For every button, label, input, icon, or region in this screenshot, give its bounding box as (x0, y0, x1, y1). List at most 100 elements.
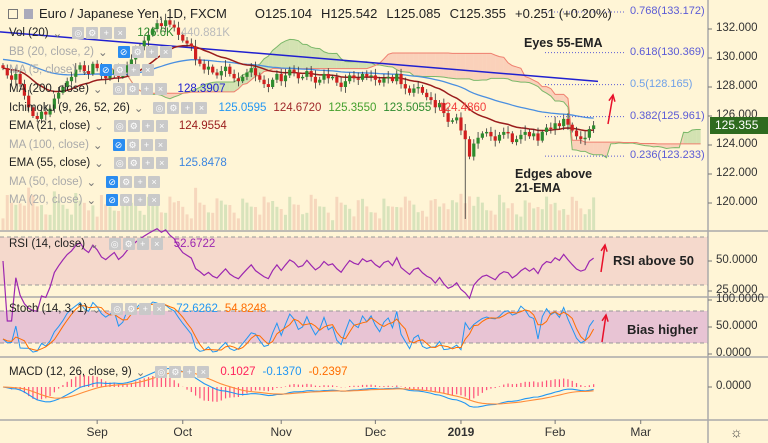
remove-icon[interactable]: × (155, 157, 168, 169)
chevron-down-icon[interactable]: ⌄ (91, 304, 102, 316)
settings-icon[interactable]: ⚙ (127, 120, 140, 132)
legend-row[interactable]: MA (5, close) ⌄ ⊘ ⚙ + × (9, 62, 158, 78)
legend-row[interactable]: Vol (20) ⌄ ◎ ⚙ + × 126.6K 440.881K (9, 25, 230, 41)
more-icon[interactable]: + (145, 46, 158, 58)
remove-icon[interactable]: × (148, 176, 161, 188)
legend-row[interactable]: Ichimoku (9, 26, 52, 26) ⌄ ◎ ⚙ + × 125.0595 124… (9, 100, 486, 116)
settings-icon[interactable]: ⚙ (126, 83, 139, 95)
remove-icon[interactable]: × (154, 139, 167, 151)
macd-legend[interactable]: MACD (12, 26, close, 9) ⌄ ◎ ⚙ + × 0.1027 -0.137… (9, 364, 348, 380)
indicator-name[interactable]: Stoch (14, 3, 1) (9, 303, 88, 315)
indicator-name[interactable]: EMA (55, close) (9, 157, 91, 169)
visibility-icon[interactable]: ⊘ (106, 194, 119, 206)
chevron-down-icon[interactable]: ⌄ (80, 65, 90, 77)
chevron-down-icon[interactable]: ⌄ (94, 121, 104, 133)
chevron-down-icon[interactable]: ⌄ (89, 239, 99, 251)
legend-row[interactable]: MA (20, close) ⌄ ⊘ ⚙ + × (9, 192, 164, 208)
more-icon[interactable]: + (134, 194, 147, 206)
legend-row[interactable]: BB (20, close, 2) ⌄ ⊘ ⚙ + × (9, 44, 176, 60)
visibility-icon[interactable]: ⊘ (117, 46, 130, 58)
chevron-down-icon[interactable]: ⌄ (94, 158, 104, 170)
chevron-down-icon[interactable]: ⌄ (86, 177, 97, 189)
settings-icon[interactable]: ⚙ (169, 366, 182, 378)
chevron-down-icon[interactable]: ⌄ (92, 84, 103, 96)
indicator-name[interactable]: BB (20, close, 2) (9, 46, 95, 58)
more-icon[interactable]: + (134, 176, 147, 188)
collapse-icon[interactable] (8, 8, 18, 19)
more-icon[interactable]: + (136, 238, 149, 250)
chevron-down-icon[interactable]: ⌄ (98, 47, 108, 59)
settings-icon[interactable]: ⚙ (126, 139, 139, 151)
remove-icon[interactable]: × (148, 194, 161, 206)
settings-gear-icon[interactable]: ☼ (730, 424, 743, 440)
more-icon[interactable]: + (181, 102, 194, 114)
candle-body (378, 79, 382, 83)
indicator-name[interactable]: MA (20, close) (9, 194, 83, 206)
visibility-icon[interactable]: ◎ (153, 102, 166, 114)
more-icon[interactable]: + (100, 27, 113, 39)
remove-icon[interactable]: × (195, 102, 208, 114)
legend-row[interactable]: EMA (21, close) ⌄ ◎ ⚙ + × 124.9554 (9, 118, 227, 134)
rsi-legend[interactable]: RSI (14, close) ⌄ ◎ ⚙ + × 52.6722 (9, 236, 215, 252)
more-icon[interactable]: + (141, 120, 154, 132)
remove-icon[interactable]: × (141, 64, 154, 76)
indicator-name[interactable]: Ichimoku (9, 26, 52, 26) (9, 102, 130, 114)
remove-icon[interactable]: × (155, 120, 168, 132)
settings-icon[interactable]: ⚙ (131, 46, 144, 58)
visibility-icon[interactable]: ⊘ (99, 64, 112, 76)
chevron-down-icon[interactable]: ⌄ (52, 28, 63, 40)
chevron-down-icon[interactable]: ⌄ (133, 103, 144, 115)
more-icon[interactable]: + (141, 157, 154, 169)
legend-row[interactable]: MA (100, close) ⌄ ⊘ ⚙ + × (9, 137, 171, 153)
indicator-name[interactable]: MA (5, close) (9, 64, 77, 76)
symbol-title[interactable]: Euro / Japanese Yen, 1D, FXCM (39, 6, 227, 21)
settings-icon[interactable]: ⚙ (120, 194, 133, 206)
settings-icon[interactable]: ⚙ (113, 64, 126, 76)
visibility-icon[interactable]: ◎ (155, 366, 168, 378)
remove-icon[interactable]: × (153, 303, 166, 315)
remove-icon[interactable]: × (150, 238, 163, 250)
chevron-down-icon[interactable]: ⌄ (92, 140, 103, 152)
legend-row[interactable]: MA (200, close) ⌄ ◎ ⚙ + × 128.3907 (9, 81, 226, 97)
settings-icon[interactable]: ⚙ (167, 102, 180, 114)
visibility-icon[interactable]: ⊘ (106, 176, 119, 188)
visibility-icon[interactable]: ◎ (113, 120, 126, 132)
indicator-name[interactable]: EMA (21, close) (9, 120, 91, 132)
ichimoku-cloud (473, 53, 479, 81)
settings-icon[interactable]: ⚙ (122, 238, 135, 250)
chevron-down-icon[interactable]: ⌄ (86, 195, 97, 207)
chevron-down-icon[interactable]: ⌄ (135, 367, 146, 379)
visibility-icon[interactable]: ⊘ (112, 139, 125, 151)
indicator-name[interactable]: Vol (20) (9, 27, 49, 39)
remove-icon[interactable]: × (154, 83, 167, 95)
remove-icon[interactable]: × (159, 46, 172, 58)
more-icon[interactable]: + (127, 64, 140, 76)
indicator-name[interactable]: MA (100, close) (9, 139, 89, 151)
more-icon[interactable]: + (140, 83, 153, 95)
indicator-name[interactable]: RSI (14, close) (9, 238, 86, 250)
visibility-icon[interactable]: ◎ (112, 83, 125, 95)
visibility-icon[interactable]: ◎ (111, 303, 124, 315)
more-icon[interactable]: + (183, 366, 196, 378)
indicator-name[interactable]: MACD (12, 26, close, 9) (9, 366, 132, 378)
settings-icon[interactable]: ⚙ (125, 303, 138, 315)
more-icon[interactable]: + (140, 139, 153, 151)
indicator-name[interactable]: MA (50, close) (9, 176, 83, 188)
visibility-icon[interactable]: ◎ (72, 27, 85, 39)
remove-icon[interactable]: × (114, 27, 127, 39)
more-icon[interactable]: + (139, 303, 152, 315)
visibility-icon[interactable]: ◎ (108, 238, 121, 250)
candle-body (553, 123, 557, 130)
visibility-icon[interactable]: ◎ (113, 157, 126, 169)
settings-icon[interactable]: ⚙ (127, 157, 140, 169)
indicator-name[interactable]: MA (200, close) (9, 83, 89, 95)
stoch-legend[interactable]: Stoch (14, 3, 1) ⌄ ◎ ⚙ + × 72.6262 54.8248 (9, 301, 266, 317)
settings-icon[interactable]: ⚙ (86, 27, 99, 39)
legend-row[interactable]: EMA (55, close) ⌄ ◎ ⚙ + × 125.8478 (9, 155, 227, 171)
legend-row[interactable]: MA (50, close) ⌄ ⊘ ⚙ + × (9, 174, 164, 190)
volume-bar (468, 196, 472, 230)
settings-icon[interactable]: ⚙ (120, 176, 133, 188)
candle-body (176, 27, 181, 35)
remove-icon[interactable]: × (197, 366, 210, 378)
